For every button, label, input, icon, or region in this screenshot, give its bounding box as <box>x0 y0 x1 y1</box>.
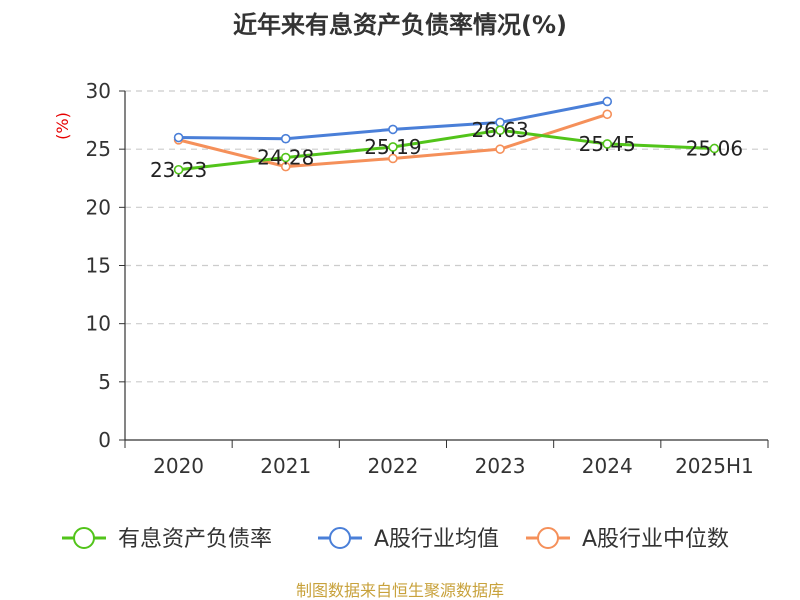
series-layer <box>173 96 720 175</box>
data-point <box>388 124 398 135</box>
data-point <box>495 144 505 154</box>
legend-label: A股行业中位数 <box>582 527 729 552</box>
source-note: 制图数据来自恒生聚源数据库 <box>296 581 504 600</box>
x-tick-label-2024: 2024 <box>582 454 633 478</box>
data-point <box>388 142 398 152</box>
y-tick-label: 20 <box>86 195 111 219</box>
data-label: 25.45 <box>579 132 636 156</box>
legend-swatch-marker <box>73 527 95 549</box>
x-tick-label-2022: 2022 <box>367 454 418 478</box>
x-tick-label-2020: 2020 <box>153 454 204 478</box>
data-point <box>709 143 720 154</box>
series-line-0 <box>178 128 715 172</box>
data-point <box>280 161 291 172</box>
legend-swatch-marker <box>537 527 559 549</box>
legend-swatch-marker <box>329 527 351 549</box>
legend-item-2: A股行业中位数 <box>526 527 729 552</box>
y-tick-label: 25 <box>86 137 111 161</box>
x-tick-label-2021: 2021 <box>260 454 311 478</box>
y-tick-label: 15 <box>86 254 111 278</box>
data-point <box>495 125 505 136</box>
axis-layer: 0 5 10 15 20 25 30 2020 2021 2022 2023 2024 2025H1 <box>86 79 769 478</box>
legend-item-1: A股行业均值 <box>318 527 499 552</box>
data-label: 26.63 <box>471 118 528 142</box>
data-point <box>602 139 613 149</box>
data-point <box>280 152 291 163</box>
label-layer: 23.23 24.28 25.19 26.63 25.45 25.06 <box>150 118 743 182</box>
data-label: 24.28 <box>257 146 314 170</box>
legend-item-0: 有息资产负债率 <box>62 527 272 552</box>
data-label: 23.23 <box>150 158 207 182</box>
y-tick-label: 0 <box>98 428 111 452</box>
series-0 <box>173 125 720 175</box>
y-tick-label: 5 <box>98 370 111 394</box>
data-point <box>602 109 613 120</box>
data-point <box>388 153 398 164</box>
x-tick-label-2023: 2023 <box>475 454 526 478</box>
data-point <box>173 164 184 175</box>
data-label: 25.19 <box>364 135 421 159</box>
legend: 有息资产负债率 A股行业均值 A股行业中位数 <box>62 527 729 552</box>
data-point <box>173 132 184 143</box>
chart-title: 近年来有息资产负债率情况(%) <box>233 11 567 39</box>
x-tick-label-2025H1: 2025H1 <box>675 454 754 478</box>
legend-label: A股行业均值 <box>374 527 499 552</box>
data-point <box>602 96 613 107</box>
data-point <box>280 133 291 144</box>
y-tick-label: 10 <box>86 312 111 336</box>
legend-label: 有息资产负债率 <box>118 527 272 552</box>
series-1 <box>173 96 613 144</box>
data-label: 25.06 <box>686 136 743 160</box>
grid-layer <box>125 90 768 383</box>
y-tick-label: 30 <box>86 79 111 103</box>
y-axis-label: (%) <box>53 112 72 140</box>
